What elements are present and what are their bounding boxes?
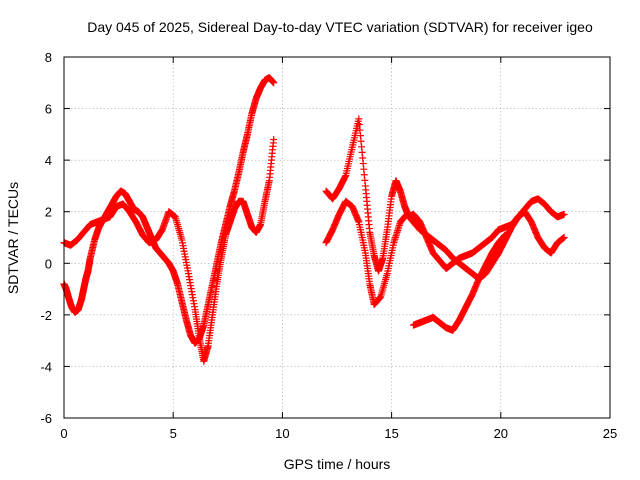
x-tick-label: 15	[384, 426, 398, 441]
y-tick-label: -2	[40, 308, 52, 323]
x-axis-label: GPS time / hours	[284, 456, 391, 472]
series-3	[322, 197, 568, 309]
x-tick-label: 25	[603, 426, 617, 441]
chart-title: Day 045 of 2025, Sidereal Day-to-day VTE…	[87, 19, 593, 35]
x-tick-label: 0	[60, 426, 67, 441]
y-tick-label: -4	[40, 359, 52, 374]
y-tick-label: 2	[45, 205, 52, 220]
plot-frame	[63, 56, 611, 419]
y-tick-label: 4	[45, 153, 52, 168]
data-point	[270, 79, 278, 87]
x-tick-label: 20	[494, 426, 508, 441]
x-tick-label: 5	[170, 426, 177, 441]
y-tick-label: 0	[45, 256, 52, 271]
y-axis-label: SDTVAR / TECUs	[5, 182, 21, 294]
series-4	[409, 231, 509, 334]
y-tick-label: -6	[40, 411, 52, 426]
data-point	[560, 234, 568, 241]
series-1	[60, 136, 278, 365]
data-point	[560, 210, 568, 218]
y-tick-label: 6	[45, 102, 52, 117]
data-point	[270, 136, 278, 144]
series-0	[60, 74, 278, 347]
data-point	[501, 231, 509, 239]
tick-layer: 0 5 10 15 20 25 -6 -4 -2 0 2 4 6 8	[40, 50, 617, 441]
x-tick-label: 10	[275, 426, 289, 441]
y-tick-label: 8	[45, 50, 52, 65]
data-layer	[60, 74, 568, 365]
